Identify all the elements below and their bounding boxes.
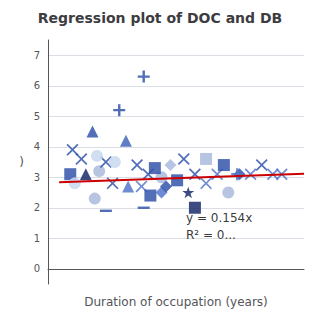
svg-text:Regression plot of DOC and DB: Regression plot of DOC and DB (38, 10, 282, 26)
svg-text:y = 0.154x: y = 0.154x (186, 211, 252, 225)
svg-text:3: 3 (34, 172, 40, 183)
svg-text:7: 7 (34, 50, 40, 61)
svg-text:4: 4 (34, 141, 40, 152)
svg-text:5: 5 (34, 111, 40, 122)
svg-text:Duration of occupation (years): Duration of occupation (years) (84, 295, 268, 309)
svg-text:1: 1 (34, 233, 40, 244)
svg-text:2: 2 (34, 202, 40, 213)
svg-text:R² = 0...: R² = 0... (186, 228, 236, 242)
svg-text:6: 6 (34, 80, 40, 91)
svg-text:): ) (19, 155, 24, 169)
svg-text:0: 0 (34, 263, 40, 274)
